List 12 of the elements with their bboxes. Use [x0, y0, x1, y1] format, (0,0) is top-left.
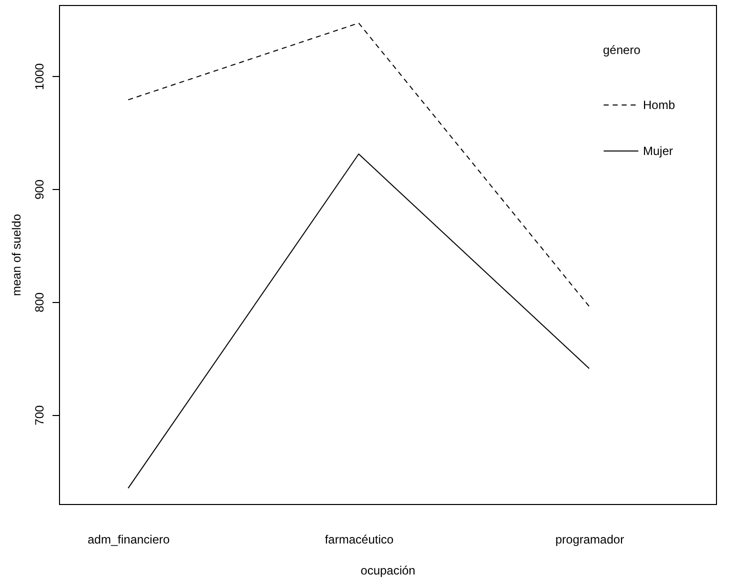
legend-title: género	[603, 43, 641, 57]
y-tick-label: 900	[32, 179, 46, 200]
x-axis-title: ocupación	[360, 564, 416, 578]
y-axis-title: mean of sueldo	[10, 214, 24, 296]
legend-label: Homb	[643, 98, 676, 112]
x-tick-label: programador	[555, 532, 624, 546]
legend-label: Mujer	[643, 144, 674, 158]
x-tick-label: adm_financiero	[88, 532, 170, 546]
y-tick-label: 800	[32, 292, 46, 312]
y-tick-label: 1000	[32, 62, 46, 90]
y-tick-label: 700	[32, 404, 46, 426]
x-tick-label: farmacéutico	[324, 532, 394, 546]
